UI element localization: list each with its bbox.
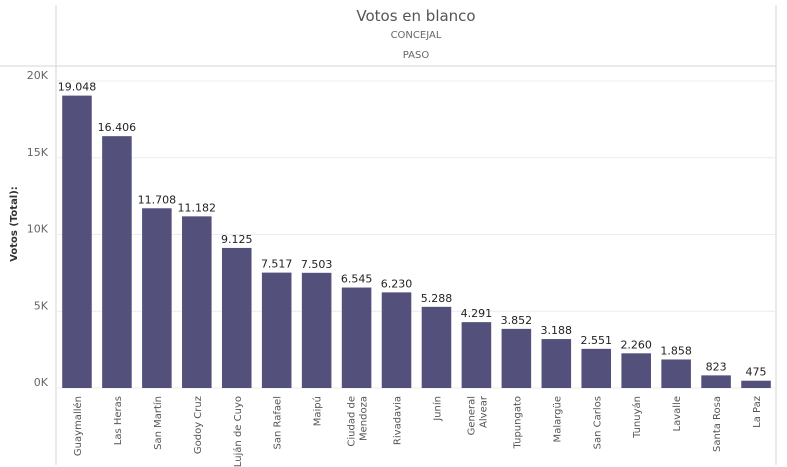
bar [701, 375, 731, 388]
x-tick-label-line: San Carlos [592, 396, 603, 449]
x-tick-label: Tupungato [512, 396, 523, 449]
bar [381, 292, 412, 388]
x-tick-label-line: Malargüe [552, 396, 563, 442]
y-tick-label: 5K [34, 299, 49, 312]
x-tick-label-line: Alvear [478, 395, 489, 428]
data-label: 11.182 [178, 201, 217, 214]
x-tick-label-line: Godoy Cruz [193, 396, 204, 454]
x-tick-label: Santa Rosa [712, 396, 723, 452]
x-tick-label: General Alvear [466, 395, 489, 435]
y-axis-label: Votos (Total): [9, 186, 20, 262]
data-label: 19.048 [58, 81, 97, 94]
x-tick-label: San Carlos [592, 396, 603, 449]
chart-title: Votos en blanco [356, 7, 475, 25]
bar [661, 359, 691, 388]
x-tick-label-line: Maipú [312, 396, 324, 426]
bar [301, 272, 332, 388]
bar [501, 328, 532, 388]
x-tick-label: La Paz [752, 396, 763, 428]
data-label: 6.545 [341, 273, 373, 286]
x-tick-label-line: General [466, 396, 477, 435]
x-tick-label-line: San Rafael [273, 396, 284, 449]
x-tick-label-line: Luján de Cuyo [232, 396, 244, 467]
chart-subtitle-concejal: CONCEJAL [391, 30, 442, 41]
data-label: 11.708 [138, 193, 177, 206]
bar [102, 136, 132, 388]
x-tick-label: Maipú [312, 396, 324, 426]
x-tick-label-line: Tunuyán [631, 396, 643, 439]
x-tick-label: Guaymallén [72, 396, 84, 456]
data-label: 1.858 [660, 344, 692, 357]
bar [221, 247, 252, 388]
x-tick-label: Malargüe [552, 396, 563, 442]
x-tick-label-line: Rivadavia [393, 396, 404, 445]
data-label: 2.551 [581, 334, 613, 347]
x-tick-label: Las Heras [113, 396, 124, 445]
bar [581, 348, 612, 388]
x-tick-label: Godoy Cruz [193, 396, 204, 454]
x-tick-label: Tunuyán [631, 396, 643, 439]
bar [421, 306, 452, 388]
x-tick-label-line: Las Heras [113, 396, 124, 445]
y-tick-label: 20K [27, 69, 49, 82]
x-tick-label-line: San Martín [152, 396, 164, 450]
bar [621, 353, 651, 388]
data-label: 6.230 [381, 277, 413, 290]
y-tick-label: 0K [34, 376, 49, 389]
x-tick-label-line: La Paz [752, 396, 763, 428]
data-label: 9.125 [221, 233, 253, 246]
bar [741, 380, 771, 388]
x-tick-label-line: Tupungato [512, 396, 523, 449]
x-tick-label-line: Guaymallén [72, 396, 84, 456]
bar [62, 95, 92, 389]
x-tick-label-line: Santa Rosa [712, 396, 723, 452]
bar [261, 272, 292, 388]
bar [142, 208, 172, 388]
bar [182, 216, 212, 388]
data-label: 475 [746, 366, 767, 379]
data-label: 823 [706, 360, 727, 373]
data-label: 3.852 [501, 314, 533, 327]
x-tick-label-line: Ciudad de [347, 396, 358, 447]
data-label: 7.517 [261, 258, 293, 271]
x-tick-label: San Martín [152, 396, 164, 450]
x-tick-label-line: Lavalle [672, 396, 683, 431]
x-tick-label-line: Mendoza [359, 396, 370, 441]
bar [541, 339, 572, 388]
data-label: 16.406 [98, 121, 137, 134]
chart-subtitle-paso: PASO [403, 50, 430, 61]
x-tick-label: Junín [431, 396, 443, 422]
data-label: 4.291 [461, 307, 493, 320]
x-tick-label: Luján de Cuyo [232, 396, 244, 467]
bar [461, 322, 492, 388]
data-label: 7.503 [301, 258, 333, 271]
data-label: 2.260 [620, 338, 652, 351]
data-label: 5.288 [421, 292, 453, 305]
x-tick-label: Lavalle [672, 396, 683, 431]
x-tick-label: Rivadavia [393, 396, 404, 445]
x-tick-label: San Rafael [273, 396, 284, 449]
bar [341, 287, 372, 388]
y-tick-label: 15K [27, 146, 49, 159]
x-tick-label-line: Junín [431, 396, 443, 422]
y-tick-label: 10K [27, 223, 49, 236]
data-label: 3.188 [541, 324, 573, 337]
x-tick-label: Ciudad de Mendoza [347, 396, 370, 447]
